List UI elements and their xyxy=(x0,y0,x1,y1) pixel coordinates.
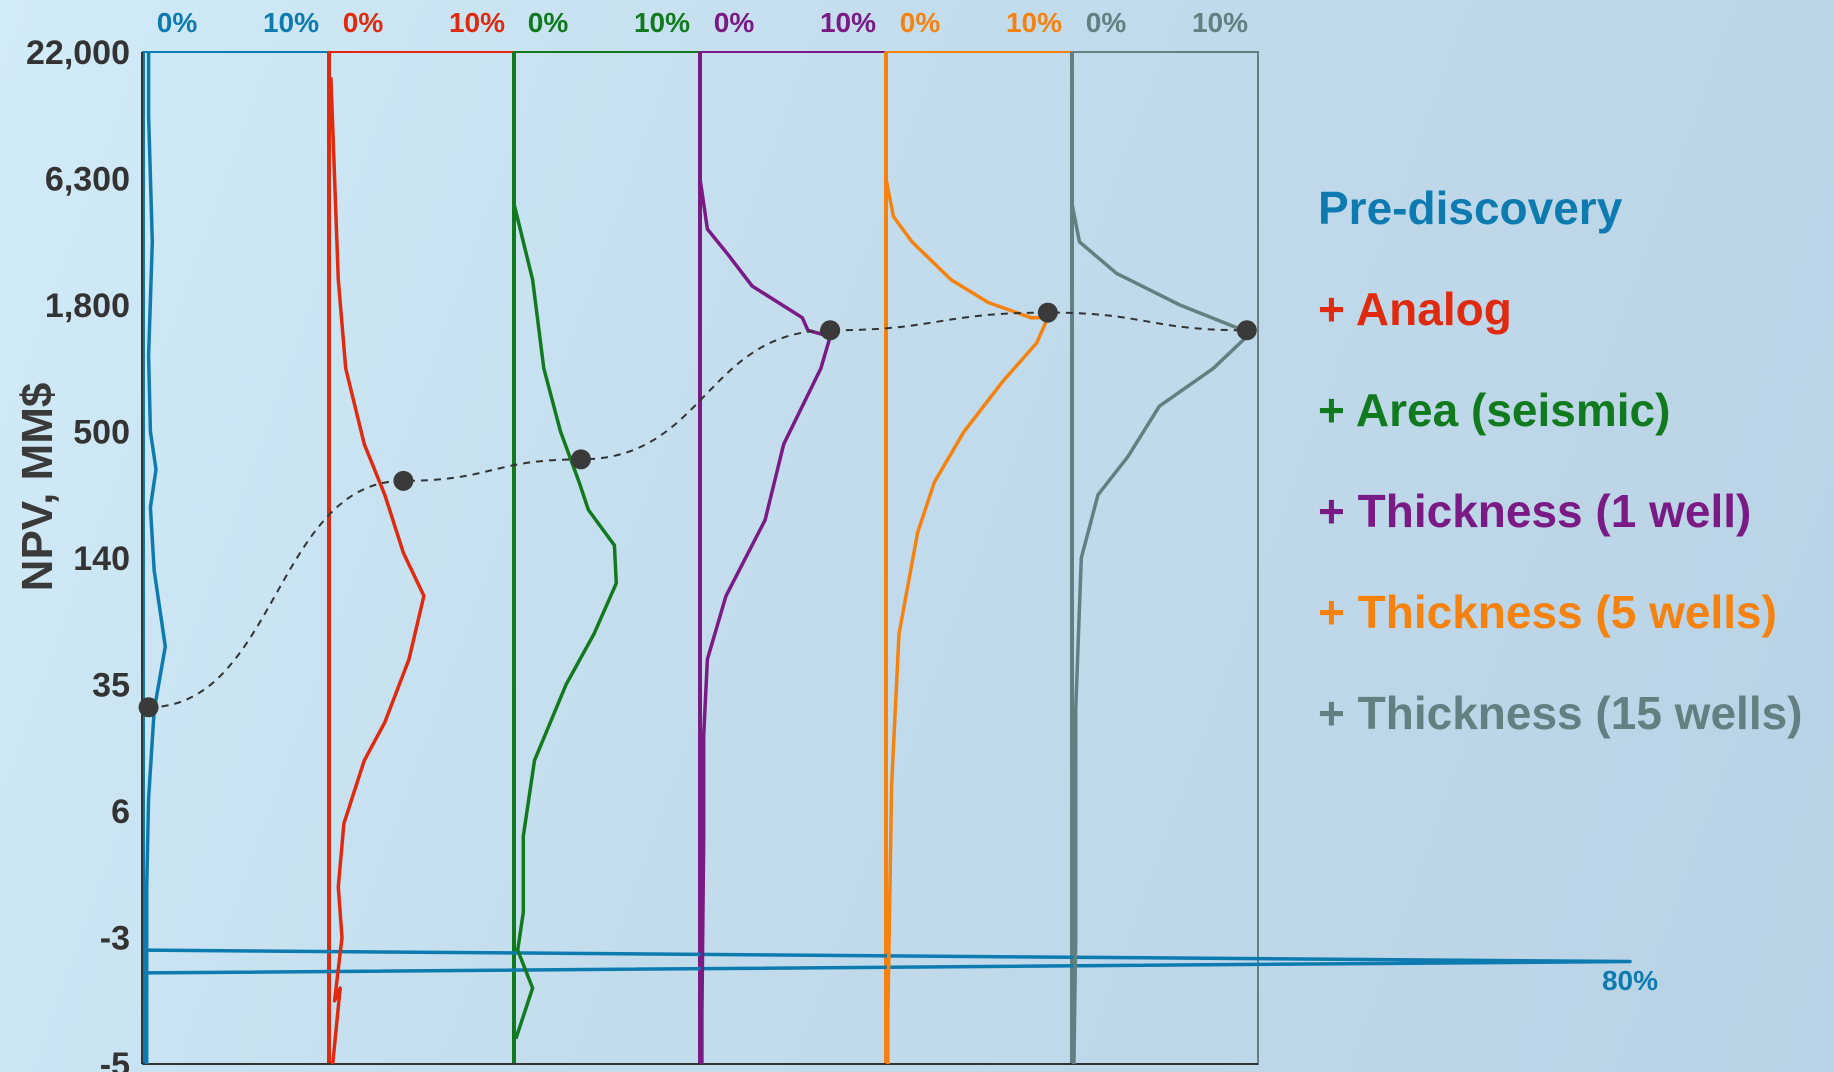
legend-item-t1: + Thickness (1 well) xyxy=(1318,485,1751,537)
peak-marker-t5 xyxy=(1037,302,1058,323)
y-tick-label: -3 xyxy=(100,920,130,958)
peak-marker-area xyxy=(570,449,591,470)
curve-t1 xyxy=(698,178,832,1064)
x-tick-label: 10% xyxy=(1006,7,1062,38)
x-tick-label: 0% xyxy=(1086,7,1127,38)
x-tick-label: 10% xyxy=(820,7,876,38)
curve-group xyxy=(144,52,1632,1065)
y-tick-label: 6 xyxy=(111,793,130,831)
x-tick-label: 0% xyxy=(528,7,569,38)
x-axis: 0% 10% 0% 10% 0% 10% 0% 10% 0% 10% 0% 10% xyxy=(157,7,1248,38)
legend-item-t15: + Thickness (15 wells) xyxy=(1318,687,1803,739)
y-tick-label: 22,000 xyxy=(26,34,130,72)
y-tick-label: 35 xyxy=(92,667,130,705)
legend-item-area: + Area (seismic) xyxy=(1318,384,1670,436)
panel-frame-pre xyxy=(142,51,330,1065)
curve-area xyxy=(512,203,619,1040)
y-tick-label: 140 xyxy=(73,540,130,578)
marker-group xyxy=(138,302,1257,718)
y-axis: 22,000 6,300 1,800 500 140 35 6 -3 -5 xyxy=(26,34,130,1072)
x-tick-label: 10% xyxy=(263,7,319,38)
peak-marker-t1 xyxy=(820,320,841,341)
legend-item-analog: + Analog xyxy=(1318,283,1512,335)
curve-pre xyxy=(144,52,168,1064)
x-tick-label: 0% xyxy=(714,7,755,38)
y-tick-label: 500 xyxy=(73,414,130,452)
y-tick-label: -5 xyxy=(100,1046,130,1072)
curve-t5 xyxy=(884,178,1050,1064)
spike-value-label: 80% xyxy=(1602,965,1658,996)
x-tick-label: 0% xyxy=(900,7,941,38)
panel-frame-t15 xyxy=(1071,51,1259,1065)
peak-marker-analog xyxy=(393,470,414,491)
peak-marker-t15 xyxy=(1236,320,1257,341)
x-tick-label: 0% xyxy=(343,7,384,38)
x-tick-label: 10% xyxy=(1192,7,1248,38)
legend-item-t5: + Thickness (5 wells) xyxy=(1318,586,1777,638)
panel-group xyxy=(141,51,1259,1065)
y-tick-label: 6,300 xyxy=(45,161,130,199)
y-axis-label: NPV, MM$ xyxy=(13,383,62,592)
legend-item-pre: Pre-discovery xyxy=(1318,182,1623,234)
y-tick-label: 1,800 xyxy=(45,287,130,325)
panel-frame-analog xyxy=(328,51,516,1065)
curve-t15 xyxy=(1070,203,1249,1065)
peak-connector-line xyxy=(148,311,1247,709)
panel-frame-area xyxy=(513,51,701,1065)
x-tick-label: 0% xyxy=(157,7,198,38)
x-tick-label: 10% xyxy=(449,7,505,38)
spike-pre xyxy=(146,948,1632,975)
panel-frame-t1 xyxy=(699,51,887,1065)
peak-marker-pre xyxy=(138,697,159,718)
x-tick-label: 10% xyxy=(634,7,690,38)
curve-analog xyxy=(329,77,426,1065)
legend: Pre-discovery + Analog + Area (seismic) + T… xyxy=(1318,182,1803,739)
